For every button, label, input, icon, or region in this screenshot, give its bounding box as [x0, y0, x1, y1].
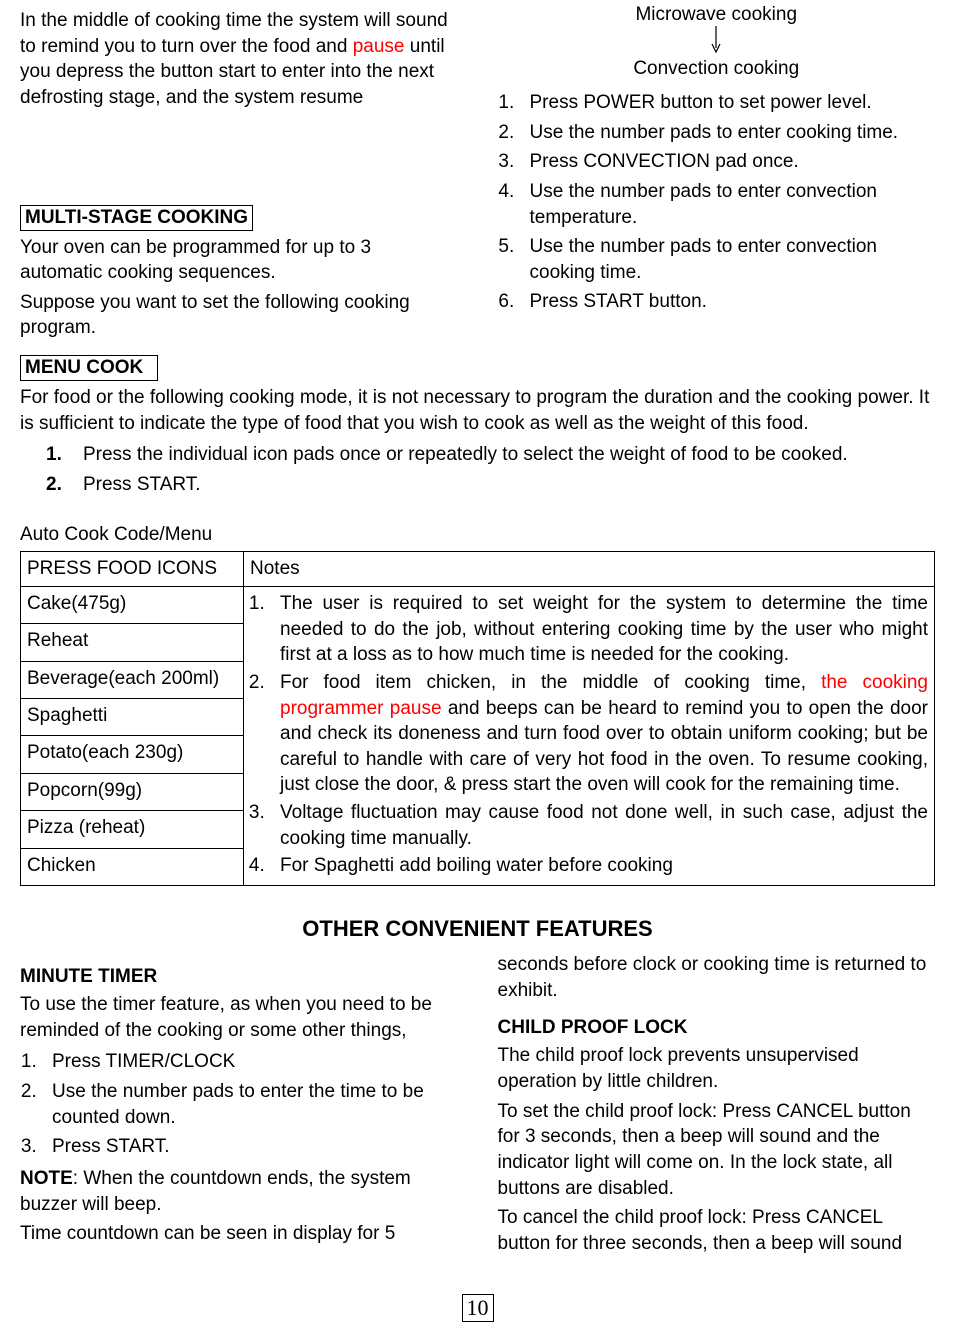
table-row: Cake(475g) The user is required to set w… — [21, 586, 935, 623]
food-item: Spaghetti — [21, 699, 244, 736]
minute-timer-heading: MINUTE TIMER — [20, 966, 458, 988]
step: Press CONVECTION pad once. — [520, 149, 936, 175]
food-item: Reheat — [21, 624, 244, 661]
child-p2: To set the child proof lock: Press CANCE… — [498, 1099, 936, 1202]
flow-diagram: Microwave cooking Convection cooking — [498, 4, 936, 80]
step: Press START. — [42, 1134, 458, 1160]
other-left-col: MINUTE TIMER To use the timer feature, a… — [20, 952, 458, 1260]
note: Voltage fluctuation may cause food not d… — [270, 800, 928, 851]
step-num: 2. — [46, 474, 62, 495]
top-columns: In the middle of cooking time the system… — [20, 4, 935, 345]
step: Use the number pads to enter convection … — [520, 179, 936, 230]
food-item: Pizza (reheat) — [21, 811, 244, 848]
step: Press START button. — [520, 289, 936, 315]
step: Press TIMER/CLOCK — [42, 1049, 458, 1075]
menu-intro: For food or the following cooking mode, … — [20, 385, 935, 436]
convection-steps: Press POWER button to set power level. U… — [498, 90, 936, 315]
food-item: Beverage(each 200ml) — [21, 661, 244, 698]
col2-header: Notes — [244, 552, 935, 587]
menu-step-2: 2. Press START. — [20, 472, 935, 498]
child-p1: The child proof lock prevents unsupervis… — [498, 1043, 936, 1094]
minute-intro: To use the timer feature, as when you ne… — [20, 992, 458, 1043]
menu-cook-heading: MENU COOK — [20, 355, 158, 381]
child-p3: To cancel the child proof lock: Press CA… — [498, 1205, 936, 1256]
menu-steps: 1. Press the individual icon pads once o… — [20, 442, 935, 497]
note-label: NOTE — [20, 1168, 73, 1189]
step-text: Press START. — [83, 474, 201, 495]
auto-cook-table: PRESS FOOD ICONS Notes Cake(475g) The us… — [20, 551, 935, 886]
child-lock-heading: CHILD PROOF LOCK — [498, 1017, 936, 1039]
top-left-paragraph: In the middle of cooking time the system… — [20, 8, 458, 111]
step: Press POWER button to set power level. — [520, 90, 936, 116]
other-right-col: seconds before clock or cooking time is … — [498, 952, 936, 1260]
minute-tail: Time countdown can be seen in display fo… — [20, 1221, 458, 1247]
top-left-col: In the middle of cooking time the system… — [20, 4, 458, 345]
flow-bottom: Convection cooking — [498, 58, 936, 80]
right-top: seconds before clock or cooking time is … — [498, 952, 936, 1003]
table-caption: Auto Cook Code/Menu — [20, 522, 935, 548]
food-item: Popcorn(99g) — [21, 773, 244, 810]
food-item: Potato(each 230g) — [21, 736, 244, 773]
menu-step-1: 1. Press the individual icon pads once o… — [20, 442, 935, 468]
multi-stage-heading: MULTI-STAGE COOKING — [20, 205, 253, 231]
minute-steps: Press TIMER/CLOCK Use the number pads to… — [20, 1049, 458, 1160]
food-item: Cake(475g) — [21, 586, 244, 623]
note: The user is required to set weight for t… — [270, 591, 928, 668]
note-text: : When the countdown ends, the system bu… — [20, 1168, 411, 1215]
step: Use the number pads to enter cooking tim… — [520, 120, 936, 146]
step: Use the number pads to enter convection … — [520, 234, 936, 285]
note: For food item chicken, in the middle of … — [270, 670, 928, 798]
notes-list: The user is required to set weight for t… — [250, 591, 928, 879]
down-arrow-icon — [498, 26, 936, 58]
note: For Spaghetti add boiling water before c… — [270, 853, 928, 879]
multi-stage-p2: Suppose you want to set the following co… — [20, 290, 458, 341]
food-item: Chicken — [21, 848, 244, 885]
notes-cell: The user is required to set weight for t… — [244, 586, 935, 885]
other-columns: MINUTE TIMER To use the timer feature, a… — [20, 952, 935, 1260]
text-pause: pause — [353, 36, 405, 57]
spacer — [20, 115, 458, 195]
step: Use the number pads to enter the time to… — [42, 1079, 458, 1130]
minute-note: NOTE: When the countdown ends, the syste… — [20, 1166, 458, 1217]
col1-header: PRESS FOOD ICONS — [21, 552, 244, 587]
step-num: 1. — [46, 444, 62, 465]
page: In the middle of cooking time the system… — [0, 0, 955, 1332]
flow-top: Microwave cooking — [498, 4, 936, 26]
other-features-title: OTHER CONVENIENT FEATURES — [20, 916, 935, 942]
page-number: 10 — [462, 1294, 494, 1322]
menu-cook-section: MENU COOK For food or the following cook… — [20, 345, 935, 886]
multi-stage-p1: Your oven can be programmed for up to 3 … — [20, 235, 458, 286]
top-right-col: Microwave cooking Convection cooking Pre… — [498, 4, 936, 345]
text: For food item chicken, in the middle of … — [280, 672, 821, 693]
table-row: PRESS FOOD ICONS Notes — [21, 552, 935, 587]
step-text: Press the individual icon pads once or r… — [83, 444, 848, 465]
